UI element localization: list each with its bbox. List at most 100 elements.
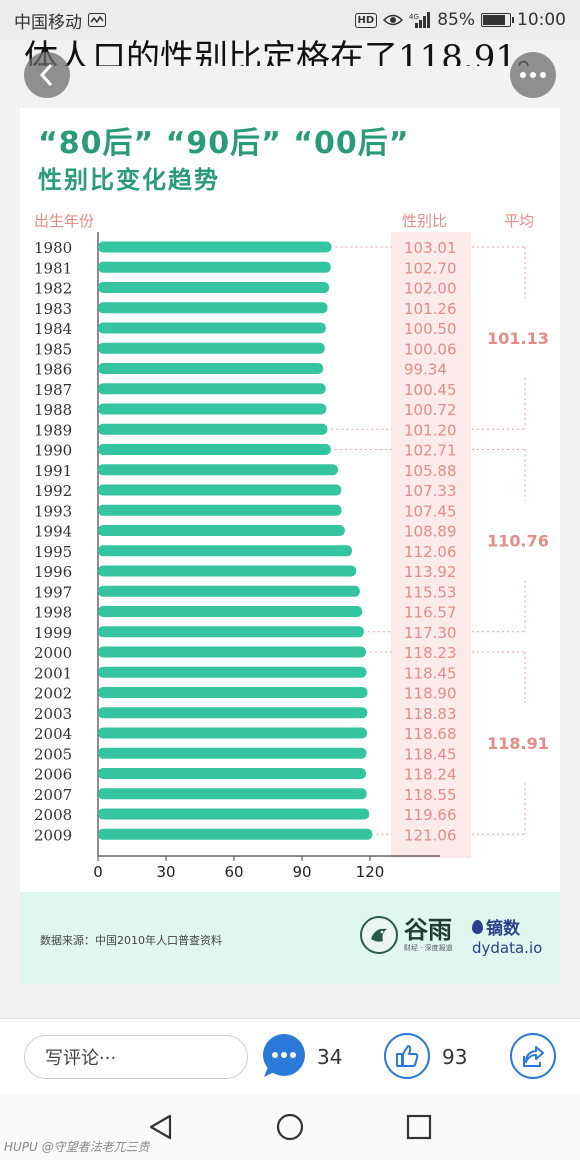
bar — [98, 768, 367, 779]
system-nav-bar — [0, 1094, 580, 1160]
bar — [98, 363, 324, 374]
year-label: 1996 — [34, 563, 72, 581]
year-label: 2004 — [34, 725, 72, 743]
bar — [98, 828, 373, 840]
guyu-bird-icon — [360, 916, 398, 954]
share-button[interactable] — [510, 1033, 556, 1079]
year-label: 2005 — [34, 745, 72, 763]
value-label: 118.45 — [404, 664, 457, 682]
year-label: 1990 — [34, 442, 72, 460]
value-label: 100.50 — [404, 320, 457, 338]
year-label: 2006 — [34, 766, 72, 784]
article-text-line: 体人口的性别比定格在了118.91。 — [24, 38, 551, 66]
bar — [98, 565, 357, 577]
value-label: 101.26 — [404, 300, 457, 318]
value-label: 118.83 — [404, 705, 457, 723]
bar — [98, 464, 338, 476]
value-label: 121.06 — [404, 826, 457, 844]
nav-recents-icon[interactable] — [404, 1112, 434, 1142]
guyu-logo-subtitle: 财经 · 深度报道 — [404, 944, 453, 952]
guyu-logo: 谷雨 财经 · 深度报道 — [360, 916, 453, 954]
value-label: 118.24 — [404, 766, 457, 784]
value-label: 118.55 — [404, 786, 457, 804]
nav-home-icon[interactable] — [275, 1112, 305, 1142]
chart-title-line1: “80后” “90后” “00后” — [38, 126, 410, 161]
value-label: 101.20 — [404, 421, 457, 439]
bar — [98, 282, 330, 293]
status-right-group: HD 4G 85% 10:00 — [354, 10, 566, 30]
data-source-note: 数据来源：中国2010年人口普查资料 — [40, 934, 222, 947]
signal-icon: 4G — [409, 12, 431, 28]
activity-icon — [88, 13, 106, 27]
year-column-header: 出生年份 — [34, 212, 95, 230]
comment-input[interactable]: 写评论··· — [24, 1035, 248, 1079]
year-label: 2002 — [34, 685, 72, 703]
bar — [98, 444, 331, 455]
bar — [98, 727, 368, 739]
bar — [98, 302, 328, 314]
comment-bubble-icon[interactable] — [260, 1033, 308, 1079]
more-options-button[interactable] — [510, 52, 556, 98]
year-label: 1997 — [34, 583, 72, 601]
bar — [98, 545, 353, 557]
average-column-header: 平均 — [504, 212, 535, 230]
bar — [98, 504, 342, 516]
x-tick-label: 0 — [93, 863, 103, 881]
ratio-column-header: 性别比 — [402, 212, 448, 230]
year-label: 1995 — [34, 543, 72, 561]
value-label: 99.34 — [404, 361, 447, 379]
ratio-column-background — [391, 232, 471, 858]
value-label: 115.53 — [404, 583, 457, 601]
value-label: 116.57 — [404, 604, 457, 622]
year-label: 1982 — [34, 280, 72, 298]
sex-ratio-bar-chart: 0 30 60 90 120 1980 103.01 1981 102.70 1982 102.00… — [34, 232, 549, 881]
share-icon — [523, 1046, 544, 1067]
year-label: 1988 — [34, 401, 72, 419]
guyu-logo-text: 谷雨 — [404, 915, 452, 944]
bar — [98, 606, 363, 617]
nav-back-icon[interactable] — [146, 1112, 176, 1142]
value-label: 118.68 — [404, 725, 457, 743]
value-label: 112.06 — [404, 543, 457, 561]
chart-title-line2: 性别比变化趋势 — [38, 166, 220, 194]
value-label: 118.23 — [404, 644, 457, 662]
battery-fill — [483, 15, 506, 25]
carrier-group: 中国移动 — [14, 8, 106, 33]
year-label: 1993 — [34, 502, 72, 520]
group-average-label: 118.91 — [487, 734, 549, 753]
year-label: 1994 — [34, 523, 72, 541]
comment-count: 34 — [317, 1045, 343, 1069]
dydata-logo-cn: 镝数 — [486, 919, 520, 939]
battery-icon — [481, 13, 514, 27]
value-label: 100.72 — [404, 401, 457, 419]
back-button[interactable] — [24, 52, 70, 98]
group-average-label: 101.13 — [487, 329, 549, 348]
year-label: 1998 — [34, 604, 72, 622]
value-label: 102.71 — [404, 442, 457, 460]
like-count: 93 — [442, 1045, 468, 1069]
chevron-left-icon — [39, 63, 53, 87]
like-button[interactable] — [384, 1033, 430, 1079]
year-label: 2008 — [34, 806, 72, 824]
value-label: 119.66 — [404, 806, 457, 824]
x-tick-label: 120 — [356, 863, 385, 881]
hd-icon: HD — [354, 12, 378, 28]
year-label: 1991 — [34, 462, 72, 480]
value-label: 103.01 — [404, 239, 457, 257]
value-label: 117.30 — [404, 624, 457, 642]
bar — [98, 747, 367, 759]
year-label: 2000 — [34, 644, 72, 662]
year-label: 1992 — [34, 482, 72, 500]
year-label: 1987 — [34, 381, 72, 399]
bar — [98, 808, 370, 820]
bar — [98, 707, 368, 719]
year-label: 2007 — [34, 786, 72, 804]
infographic-footer: 数据来源：中国2010年人口普查资料 谷雨 财经 · 深度报道 镝数 dydat… — [20, 892, 560, 984]
bar — [98, 403, 327, 415]
value-label: 100.45 — [404, 381, 457, 399]
value-label: 100.06 — [404, 340, 457, 358]
value-label: 102.70 — [404, 259, 457, 277]
more-dot-icon — [540, 72, 546, 78]
bar — [98, 423, 328, 435]
watermark-text: HUPU @守望者法老兀三贵 — [4, 1140, 150, 1154]
